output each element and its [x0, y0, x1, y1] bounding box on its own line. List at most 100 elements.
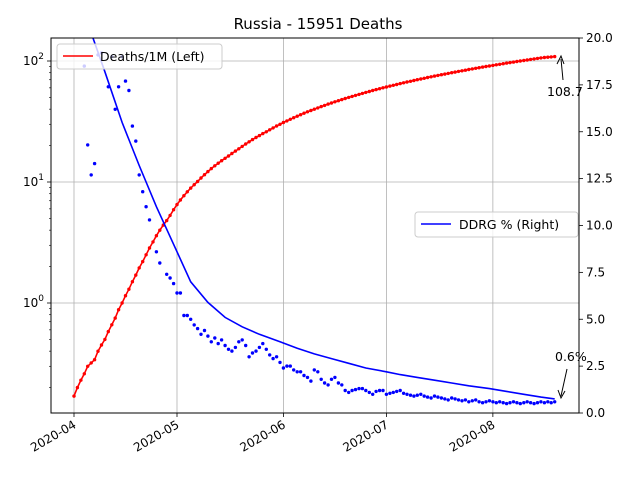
data-point-ddrg	[432, 394, 437, 398]
data-point-ddrg	[226, 347, 231, 351]
data-point-deaths	[484, 64, 488, 69]
data-point-deaths	[216, 161, 220, 165]
data-point-deaths	[199, 176, 203, 180]
data-point-ddrg	[456, 398, 461, 402]
data-point-deaths	[147, 246, 152, 250]
data-point-ddrg	[381, 388, 385, 393]
data-point-deaths	[491, 63, 495, 68]
data-point-ddrg	[230, 349, 234, 353]
data-point-deaths	[364, 90, 368, 95]
data-point-ddrg	[192, 323, 196, 327]
annotation-ddrg-label: 0.6%	[555, 349, 587, 364]
data-point-ddrg	[401, 391, 406, 395]
data-point-ddrg	[391, 390, 395, 395]
data-point-ddrg	[347, 390, 351, 395]
data-point-ddrg	[144, 205, 148, 209]
y-left-tick-label: 101	[23, 173, 44, 189]
data-point-ddrg	[553, 400, 557, 404]
data-point-deaths	[501, 62, 505, 66]
data-point-ddrg	[278, 360, 282, 365]
data-point-ddrg	[312, 368, 316, 372]
data-point-ddrg	[487, 399, 492, 403]
annotation-deaths: 108.7	[547, 54, 583, 99]
data-point-deaths	[175, 202, 179, 207]
y-right-tick-label: 5.0	[586, 312, 605, 326]
data-point-ddrg	[484, 400, 488, 404]
x-axis: 2020-04 2020-05 2020-06 2020-07 2020-08	[28, 413, 497, 455]
data-point-deaths	[202, 173, 207, 177]
data-point-ddrg	[165, 272, 169, 276]
data-point-deaths	[439, 73, 444, 77]
data-point-ddrg	[154, 250, 159, 254]
data-point-ddrg	[453, 397, 457, 401]
legend-box	[414, 211, 579, 238]
legend-label-deaths: Deaths/1M (Left)	[100, 49, 205, 64]
data-point-deaths	[480, 65, 485, 69]
data-point-deaths	[302, 111, 306, 115]
y-axis-left: 100 101 102	[23, 52, 51, 388]
data-point-ddrg	[429, 396, 433, 400]
data-point-ddrg	[412, 394, 416, 398]
data-point-ddrg	[305, 375, 310, 380]
annotation-arrow-line	[560, 368, 568, 397]
data-point-deaths	[113, 316, 117, 320]
data-point-ddrg	[134, 139, 138, 143]
y-right-tick-label: 10.0	[586, 219, 613, 233]
data-point-deaths	[261, 131, 265, 136]
data-point-ddrg	[285, 364, 289, 368]
data-point-deaths	[518, 59, 522, 63]
data-point-deaths	[254, 135, 258, 140]
data-point-deaths	[206, 169, 210, 174]
data-point-ddrg	[333, 375, 337, 380]
data-point-deaths	[106, 329, 111, 334]
data-point-deaths	[329, 101, 334, 105]
data-point-ddrg	[504, 401, 509, 406]
data-point-deaths	[498, 62, 502, 66]
data-point-ddrg	[450, 396, 454, 400]
data-point-deaths	[89, 361, 93, 365]
data-point-ddrg	[336, 381, 341, 385]
data-point-deaths	[178, 198, 183, 202]
data-point-ddrg	[254, 349, 258, 353]
data-point-deaths	[316, 106, 320, 110]
data-point-deaths	[487, 64, 492, 68]
data-point-ddrg	[480, 401, 485, 405]
data-point-ddrg	[92, 161, 97, 166]
data-point-deaths	[405, 80, 409, 84]
data-point-deaths	[456, 69, 461, 74]
y-right-tick-label: 2.5	[586, 359, 605, 373]
data-point-ddrg	[467, 400, 471, 404]
data-point-ddrg	[405, 392, 409, 396]
data-point-deaths	[360, 91, 365, 96]
data-point-deaths	[436, 73, 440, 78]
data-point-deaths	[274, 124, 279, 128]
data-point-ddrg	[329, 377, 334, 381]
data-point-ddrg	[340, 383, 344, 387]
data-point-deaths	[412, 78, 416, 83]
data-point-deaths	[381, 86, 385, 90]
data-point-deaths	[72, 394, 76, 398]
data-point-ddrg	[189, 317, 193, 321]
data-point-deaths	[312, 107, 316, 111]
data-point-ddrg	[436, 395, 440, 399]
data-point-deaths	[151, 240, 155, 244]
legend-box	[56, 43, 223, 70]
data-point-deaths	[96, 349, 100, 353]
data-point-ddrg	[326, 383, 330, 387]
y-right-tick-label: 15.0	[586, 125, 613, 139]
data-point-deaths	[103, 337, 107, 342]
data-point-ddrg	[460, 399, 464, 403]
data-point-deaths	[271, 126, 275, 130]
x-tick-label: 2020-07	[341, 417, 391, 454]
data-point-deaths	[377, 87, 382, 91]
data-point-deaths	[75, 385, 80, 390]
data-point-ddrg	[518, 401, 522, 406]
data-point-ddrg	[268, 353, 272, 357]
y-right-tick-label: 0.0	[586, 406, 605, 420]
data-point-deaths	[123, 294, 128, 298]
data-point-ddrg	[137, 173, 141, 177]
data-point-deaths	[371, 88, 375, 93]
data-point-deaths	[419, 77, 423, 81]
data-point-ddrg	[130, 124, 135, 128]
